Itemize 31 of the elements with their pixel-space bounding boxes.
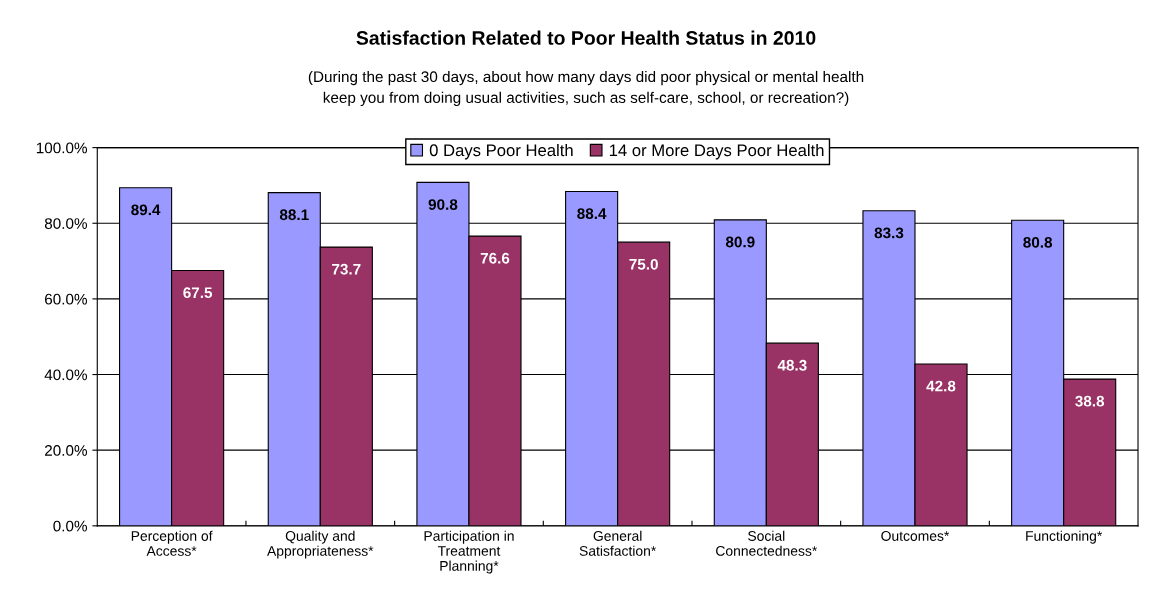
data-label: 76.6 [480,252,510,264]
data-label: 73.7 [332,263,361,275]
chart-subtitle: (During the past 30 days, about how many days did poor physical or mental health keep you from doing usual activities, such as self-care, school, or recreation?) [308,70,864,107]
y-tick-label: 100.0% [36,142,88,154]
y-tick-label: 20.0% [45,445,88,456]
x-tick-label: Quality and Appropriateness* [267,530,374,559]
data-label: 89.4 [131,204,161,216]
y-tick-label: 40.0% [44,369,88,381]
chart-title: Satisfaction Related to Poor Health Status in 2010 [356,30,816,45]
data-label: 42.8 [926,380,956,392]
x-tick-label: Functioning* [1026,530,1103,544]
x-tick-label: General Satisfaction* [579,530,657,556]
data-label: 88.1 [279,209,309,221]
y-tick-label: 60.0% [45,293,88,305]
legend-label: 0 Days Poor Health [429,143,573,160]
data-label: 38.8 [1075,395,1105,407]
data-label: 75.0 [629,258,658,270]
y-tick-label: 0.0% [53,520,88,532]
x-tick-label: Participation in Treatment Planning* [424,530,514,574]
data-label: 88.4 [577,208,607,220]
data-label: 48.3 [777,359,807,371]
y-tick-label: 80.0% [44,218,88,229]
x-tick-label: Social Connectedness* [716,530,818,556]
x-tick-label: Outcomes* [881,531,950,541]
x-tick-label: Perception of Access* [131,530,213,556]
data-label: 83.3 [874,227,904,239]
data-label: 80.9 [725,236,755,248]
data-label: 67.5 [183,287,213,299]
data-label: 80.8 [1023,236,1053,248]
legend-label: 14 or More Days Poor Health [609,143,824,160]
data-label: 90.8 [428,199,458,210]
